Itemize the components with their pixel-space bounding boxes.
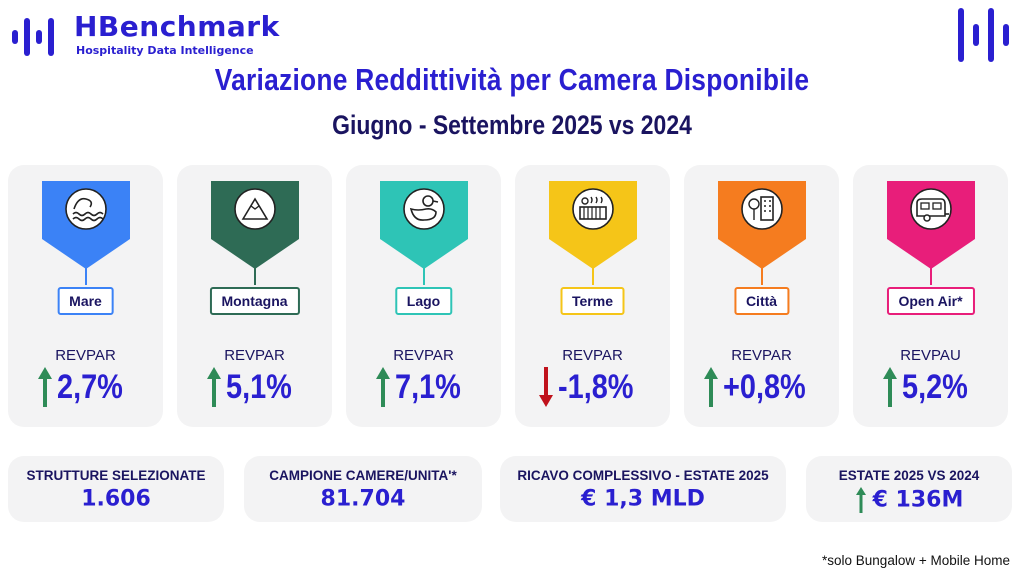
stat-value: 81.704 <box>320 486 406 512</box>
arrow-up-icon <box>882 367 897 407</box>
spa-icon <box>572 188 614 230</box>
brand-tagline: Hospitality Data Intelligence <box>76 44 254 57</box>
metric-label: REVPAR <box>731 347 792 364</box>
metric-row: 2,7% <box>8 365 163 415</box>
label-mare: Mare <box>57 287 114 315</box>
arrow-up-icon <box>375 367 390 407</box>
card-mare: Mare REVPAR 2,7% <box>8 165 163 427</box>
stat-label: RICAVO COMPLESSIVO - ESTATE 2025 <box>517 468 769 483</box>
metric-row: -1,8% <box>515 365 670 415</box>
metric-value: +0,8% <box>722 367 806 406</box>
sea-icon <box>65 188 107 230</box>
page-subtitle: Giugno - Settembre 2025 vs 2024 <box>332 110 692 140</box>
stat-label: CAMPIONE CAMERE/UNITA'* <box>269 468 457 483</box>
card-open-air: Open Air* REVPAU 5,2% <box>853 165 1008 427</box>
caravan-icon <box>910 188 952 230</box>
card-terme: Terme REVPAR -1,8% <box>515 165 670 427</box>
metric-label: REVPAR <box>55 347 116 364</box>
connector <box>761 267 763 285</box>
metric-label: REVPAR <box>224 347 285 364</box>
stat-strutture: STRUTTURE SELEZIONATE 1.606 <box>8 456 224 522</box>
connector <box>254 267 256 285</box>
bars-logo-icon <box>12 18 54 56</box>
corner-bars-icon <box>958 8 1009 62</box>
arrow-up-icon <box>855 487 866 513</box>
metric-row: +0,8% <box>684 365 839 415</box>
city-icon <box>741 188 783 230</box>
card-lago: Lago REVPAR 7,1% <box>346 165 501 427</box>
stat-value: 1.606 <box>81 486 151 512</box>
stat-value: € 1,3 MLD <box>581 486 705 512</box>
mountain-icon <box>234 188 276 230</box>
connector <box>423 267 425 285</box>
label-montagna: Montagna <box>209 287 300 315</box>
segment-cards: Mare REVPAR 2,7% Montagna REVPAR 5,1% <box>8 165 1012 427</box>
label-lago: Lago <box>394 287 453 315</box>
page-title: Variazione Reddittività per Camera Dispo… <box>214 62 810 97</box>
label-citta: Città <box>733 287 790 315</box>
metric-value: 2,7% <box>56 367 123 406</box>
arrow-up-icon <box>703 367 718 407</box>
stat-ricavo: RICAVO COMPLESSIVO - ESTATE 2025 € 1,3 M… <box>500 456 786 522</box>
metric-label: REVPAU <box>900 347 961 364</box>
metric-row: 7,1% <box>346 365 501 415</box>
brand-name: HBenchmark <box>74 10 280 43</box>
label-open-air: Open Air* <box>886 287 975 315</box>
stat-estate-vs: ESTATE 2025 VS 2024 € 136M <box>806 456 1012 522</box>
stat-label: STRUTTURE SELEZIONATE <box>26 468 206 483</box>
brand-logo: HBenchmark Hospitality Data Intelligence <box>10 8 280 58</box>
stat-label: ESTATE 2025 VS 2024 <box>838 468 980 483</box>
stat-value: € 136M <box>806 486 1012 514</box>
metric-value: 5,1% <box>225 367 292 406</box>
metric-value: 7,1% <box>394 367 461 406</box>
metric-value: -1,8% <box>558 367 634 406</box>
connector <box>592 267 594 285</box>
duck-icon <box>403 188 445 230</box>
arrow-up-icon <box>206 367 221 407</box>
metric-label: REVPAR <box>562 347 623 364</box>
metric-row: 5,2% <box>853 365 1008 415</box>
connector <box>930 267 932 285</box>
footnote: *solo Bungalow + Mobile Home <box>822 553 1010 568</box>
arrow-up-icon <box>37 367 52 407</box>
connector <box>85 267 87 285</box>
stat-campione: CAMPIONE CAMERE/UNITA'* 81.704 <box>244 456 482 522</box>
metric-value: 5,2% <box>901 367 968 406</box>
metric-label: REVPAR <box>393 347 454 364</box>
card-citta: Città REVPAR +0,8% <box>684 165 839 427</box>
arrow-down-icon <box>539 367 554 407</box>
card-montagna: Montagna REVPAR 5,1% <box>177 165 332 427</box>
label-terme: Terme <box>560 287 625 315</box>
metric-row: 5,1% <box>177 365 332 415</box>
